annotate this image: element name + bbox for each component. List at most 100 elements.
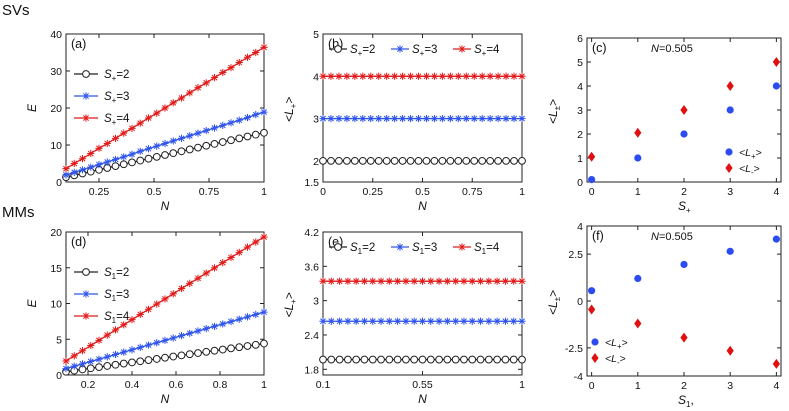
data-point [111,162,120,170]
legend-label-part: S [104,267,112,279]
x-tick-label: 0 [320,186,326,198]
data-point [374,156,383,165]
x-tick-label: 0.5 [415,186,430,198]
data-point [343,355,352,364]
x-tick-label: 4 [773,380,779,392]
data-point [243,313,252,321]
data-point [327,355,336,364]
data-point [78,166,87,174]
y-tick-label: 40 [50,29,62,41]
data-point [202,347,211,356]
panel-annotation-part: N [651,231,659,243]
data-point [95,161,103,169]
y-tick-label: 5 [577,57,583,69]
data-point [136,156,145,165]
data-point [210,322,219,330]
x-tick-label: 0.2 [81,379,96,391]
data-point [243,243,252,251]
y-tick-label: 5 [56,334,62,346]
data-point [359,114,367,123]
x-axis-title: N [418,199,427,213]
data-point [335,317,344,325]
data-point [470,72,478,80]
legend-label-part: <L [605,353,617,365]
y-tick-label: 15 [50,263,62,275]
data-point [352,355,361,364]
data-point [227,64,235,72]
data-point [430,156,439,165]
data-point [185,350,194,359]
x-tick-label: 1 [261,379,267,391]
data-point [343,72,351,80]
x-axis-title: N [418,392,427,406]
data-point [227,119,235,127]
data-point [390,156,399,165]
legend-label-part: S [350,242,358,254]
x-axis-title: S+ [678,199,691,215]
data-point [462,72,470,80]
legend-label-part: =2 [362,44,375,56]
legend-label-part: > [756,147,762,159]
panel-annotation-part: =0.505 [659,43,693,55]
data-point [194,349,202,357]
data-point [377,277,385,285]
legend-label-part: S [474,44,482,56]
y-axis-title-part: + [289,103,298,108]
legend-b: S+=2 S+=3 S+=4 [329,44,500,58]
data-point [243,53,252,61]
data-point [726,81,734,91]
data-point [460,317,468,325]
data-point [177,351,186,360]
legend-label: S1=2 [104,267,129,281]
data-point [383,114,391,123]
legend-label-part: + [358,49,363,58]
data-point [169,334,177,342]
data-point [486,156,495,165]
data-point [235,134,244,143]
data-point [418,317,427,325]
data-point [87,163,95,171]
data-point [62,364,70,373]
y-axis-title-part: ± [553,105,562,110]
data-point [501,317,510,325]
x-tick-label: 1 [635,380,641,392]
x-tick-label: 0.75 [462,186,483,198]
data-point [235,315,243,323]
data-point [111,326,120,334]
data-point [369,277,377,285]
legend-label-part: S [104,113,112,125]
data-point [218,138,227,146]
series-e-2 [319,277,526,285]
y-tick-label: 1.5 [304,177,319,189]
data-point [383,72,391,80]
data-point [470,114,478,123]
legend-label: S+=2 [104,69,129,83]
data-point [62,171,70,179]
data-point [161,295,169,303]
x-tick-label: 0.55 [412,379,433,391]
data-point [120,348,128,356]
legend-label-part: S [412,242,420,254]
legend-label-part: + [112,96,117,105]
legend-label: <L+> [605,337,628,351]
data-point [95,144,103,152]
data-point [169,149,178,158]
data-point [394,317,402,325]
legend-marker [725,148,733,156]
data-point [186,279,194,288]
data-point [144,341,153,349]
y-tick-label: 2.4 [304,330,319,342]
series-b-0 [319,156,526,165]
y-axis-title-part: <L [546,301,560,315]
x-axis-title-part: + [686,206,691,215]
data-point [136,147,144,155]
data-point [186,132,194,140]
data-point [152,152,161,161]
panel-annotation: N=0.505 [651,43,693,55]
x-tick-label: 0.1 [316,379,331,391]
data-point [454,156,463,165]
data-point [319,277,327,285]
data-point [414,114,423,123]
y-axis-title-part: > [282,97,296,104]
